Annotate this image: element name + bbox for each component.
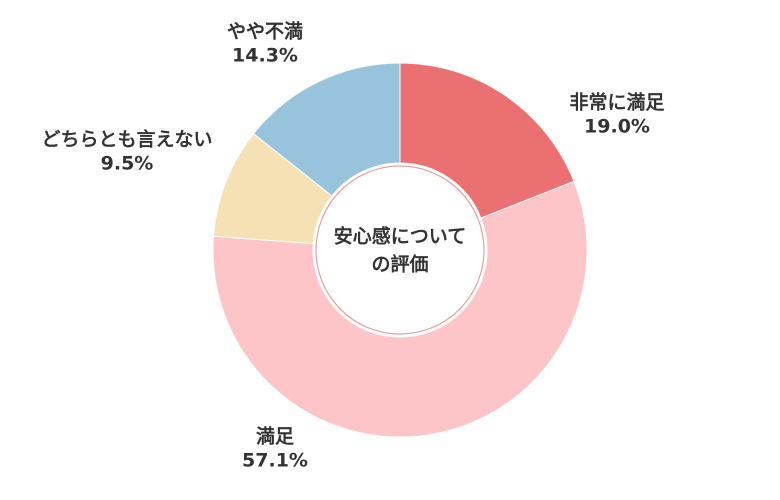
slice-label: 非常に満足 (569, 91, 665, 114)
slice-label: 満足 (256, 426, 295, 448)
donut-slice (399, 62, 575, 219)
center-ring (315, 165, 485, 335)
value-label: 57.1% (242, 450, 308, 472)
value-label: 14.3% (232, 45, 298, 67)
center-label: の評価 (371, 253, 428, 276)
center-label: 安心感について (334, 225, 466, 248)
donut (212, 62, 588, 438)
slice-label: どちらとも言えない (41, 128, 212, 151)
slice-label: やや不満 (227, 21, 303, 43)
donut-slice (212, 180, 588, 438)
donut-slice (252, 62, 401, 197)
value-label: 19.0% (584, 116, 650, 138)
value-label: 9.5% (101, 153, 154, 175)
